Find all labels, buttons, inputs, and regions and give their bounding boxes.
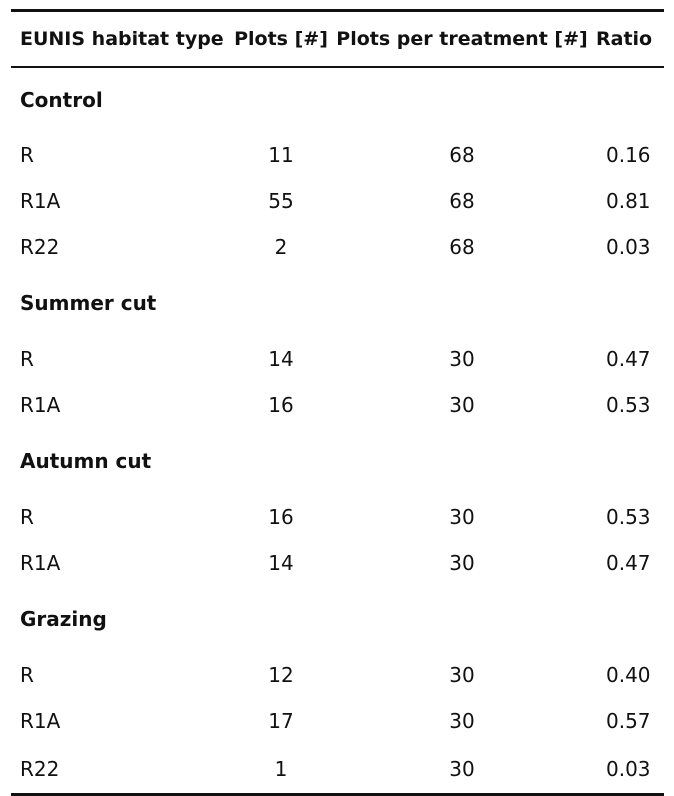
cell-habitat: R1A bbox=[20, 709, 61, 733]
table-row: R22 1 30 0.03 bbox=[11, 744, 664, 796]
cell-plots-per-treatment: 68 bbox=[449, 189, 475, 213]
table-row: R1A 55 68 0.81 bbox=[11, 178, 664, 224]
table-row: R1A 17 30 0.57 bbox=[11, 698, 664, 744]
cell-habitat: R bbox=[20, 663, 34, 687]
cell-plots: 1 bbox=[231, 744, 331, 796]
cell-ratio: 0.03 bbox=[606, 235, 651, 259]
cell-plots: 16 bbox=[268, 505, 294, 529]
cell-plots-per-treatment: 68 bbox=[449, 235, 475, 259]
cell-ratio: 0.53 bbox=[606, 393, 651, 417]
cell-ratio: 0.81 bbox=[606, 189, 651, 213]
cell-habitat: R1A bbox=[20, 393, 61, 417]
cell-habitat: R bbox=[20, 143, 34, 167]
cell-plots: 14 bbox=[268, 551, 294, 575]
cell-plots-per-treatment: 30 bbox=[449, 663, 475, 687]
header-plots-per-treatment: Plots per treatment [#] bbox=[336, 28, 588, 50]
table-row: R1A 16 30 0.53 bbox=[11, 382, 664, 428]
table-row: R1A 14 30 0.47 bbox=[11, 540, 664, 586]
group-label: Grazing bbox=[20, 607, 107, 631]
cell-habitat: R22 bbox=[11, 744, 231, 796]
header-plots: Plots [#] bbox=[234, 28, 328, 50]
group-row: Grazing bbox=[11, 586, 664, 652]
group-label: Control bbox=[20, 88, 103, 112]
cell-plots-per-treatment: 30 bbox=[449, 393, 475, 417]
cell-plots: 11 bbox=[268, 143, 294, 167]
cell-plots-per-treatment: 68 bbox=[449, 143, 475, 167]
cell-ratio: 0.16 bbox=[606, 143, 651, 167]
cell-plots-per-treatment: 30 bbox=[449, 551, 475, 575]
cell-plots-per-treatment: 30 bbox=[449, 709, 475, 733]
header-row: EUNIS habitat type Plots [#] Plots per t… bbox=[11, 10, 664, 67]
table-row: R 12 30 0.40 bbox=[11, 652, 664, 698]
cell-ratio: 0.47 bbox=[606, 347, 651, 371]
habitat-table-container: EUNIS habitat type Plots [#] Plots per t… bbox=[11, 9, 664, 796]
group-row: Control bbox=[11, 67, 664, 132]
cell-habitat: R bbox=[20, 347, 34, 371]
cell-plots-per-treatment: 30 bbox=[449, 505, 475, 529]
cell-plots-per-treatment: 30 bbox=[449, 347, 475, 371]
cell-ratio: 0.57 bbox=[606, 709, 651, 733]
table-row: R 16 30 0.53 bbox=[11, 494, 664, 540]
cell-plots: 2 bbox=[274, 235, 288, 259]
cell-plots: 14 bbox=[268, 347, 294, 371]
cell-habitat: R bbox=[20, 505, 34, 529]
table-row: R22 2 68 0.03 bbox=[11, 224, 664, 270]
cell-ratio: 0.40 bbox=[606, 663, 651, 687]
cell-plots: 17 bbox=[268, 709, 294, 733]
cell-plots: 55 bbox=[268, 189, 294, 213]
table-header: EUNIS habitat type Plots [#] Plots per t… bbox=[11, 10, 664, 67]
table-row: R 14 30 0.47 bbox=[11, 336, 664, 382]
cell-habitat: R22 bbox=[20, 235, 60, 259]
cell-ratio: 0.03 bbox=[593, 744, 664, 796]
cell-ratio: 0.53 bbox=[606, 505, 651, 529]
cell-ratio: 0.47 bbox=[606, 551, 651, 575]
cell-habitat: R1A bbox=[20, 189, 61, 213]
group-row: Summer cut bbox=[11, 270, 664, 336]
table-body: Control R 11 68 0.16 R1A 55 68 0.81 R22 2 68 0.03 Sum… bbox=[11, 67, 664, 796]
header-habitat: EUNIS habitat type bbox=[20, 28, 224, 50]
group-row: Autumn cut bbox=[11, 428, 664, 494]
cell-plots: 16 bbox=[268, 393, 294, 417]
group-label: Autumn cut bbox=[20, 449, 152, 473]
habitat-table: EUNIS habitat type Plots [#] Plots per t… bbox=[11, 9, 664, 796]
cell-plots-per-treatment: 30 bbox=[331, 744, 593, 796]
cell-habitat: R1A bbox=[20, 551, 61, 575]
group-label: Summer cut bbox=[20, 291, 157, 315]
cell-plots: 12 bbox=[268, 663, 294, 687]
table-row: R 11 68 0.16 bbox=[11, 132, 664, 178]
header-ratio: Ratio bbox=[596, 28, 653, 50]
